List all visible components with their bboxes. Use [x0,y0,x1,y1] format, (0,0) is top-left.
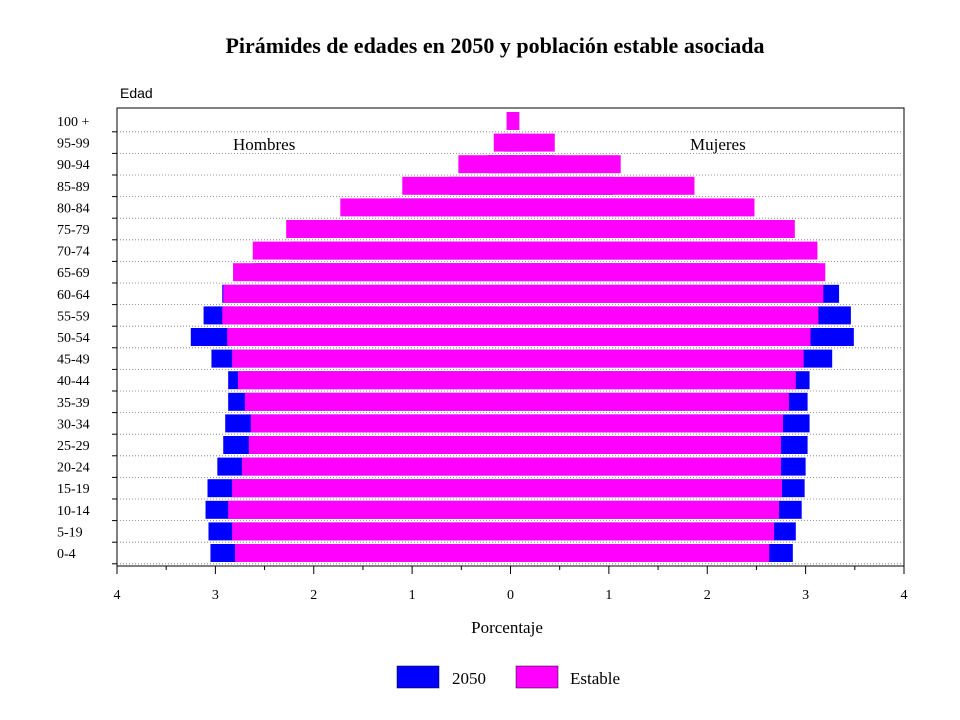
bar-men-estable [232,522,511,541]
bar-men-estable [232,479,511,498]
legend-swatch-2050 [396,665,440,689]
age-label: 55-59 [57,309,90,324]
age-label: 40-44 [57,374,90,389]
bar-men-estable [241,457,511,476]
legend-swatch-estable [515,665,559,689]
age-label: 5-19 [57,525,83,540]
x-axis: 4 3 2 1 0 1 2 3 4 [114,566,908,603]
x-tick-label: 3 [212,588,219,603]
age-label: 90-94 [57,158,90,173]
bar-women-estable [510,176,695,195]
bar-men-estable [402,176,511,195]
age-label: 60-64 [57,288,90,303]
x-tick-label: 1 [605,588,612,603]
bar-women-estable [510,392,789,411]
bar-women-estable [510,414,783,433]
age-label: 0-4 [57,547,76,562]
legend: 2050 Estable [396,665,620,689]
bar-men-estable [228,500,511,519]
bar-men-estable [286,220,511,238]
x-tick-label: 4 [114,588,121,603]
bar-women-estable [510,544,770,562]
bar-men-estable [232,349,511,368]
y-axis-title: Edad [120,85,153,101]
x-tick-label: 2 [704,588,711,603]
age-label: 85-89 [57,180,90,195]
bar-women-estable [510,349,804,368]
chart-title: Pirámides de edades en 2050 y población … [225,33,765,58]
x-tick-label: 4 [901,588,908,603]
bar-men-estable [233,263,511,282]
bar-women-estable [510,479,783,498]
bar-men-estable [244,392,511,411]
bar-men-estable [238,371,511,390]
legend-label-estable: Estable [570,669,620,688]
bar-women-estable [510,328,811,346]
bar-women-estable [510,198,755,217]
bar-men-estable [223,284,511,303]
bar-women-estable [510,306,819,325]
bar-men-estable [250,414,511,433]
men-side-label: Hombres [233,135,295,154]
x-tick-label: 3 [802,588,809,603]
age-label: 65-69 [57,266,90,281]
age-label: 30-34 [57,417,90,432]
bar-women-estable [510,436,782,454]
bar-women-estable [510,220,795,238]
women-side-label: Mujeres [690,135,746,154]
age-label: 100 + [57,115,90,130]
age-label: 45-49 [57,353,90,368]
age-label: 80-84 [57,201,90,216]
age-label: 95-99 [57,137,90,152]
bar-women-estable [510,284,824,303]
x-tick-label: 2 [310,588,317,603]
age-label: 70-74 [57,245,90,260]
grid-lines [117,131,904,565]
bar-men-estable [506,112,511,130]
x-tick-label: 0 [507,588,514,603]
bar-men-estable [458,155,511,174]
age-label: 15-19 [57,482,90,497]
bar-women-estable [510,133,555,152]
age-label: 35-39 [57,396,90,411]
age-label: 50-54 [57,331,90,346]
bar-women-estable [510,457,782,476]
bar-women-estable [510,522,775,541]
bar-women-estable [510,500,780,519]
age-label: 25-29 [57,439,90,454]
bar-women-estable [510,155,621,174]
bar-men-estable [248,436,511,454]
age-label: 75-79 [57,223,90,238]
bar-women-estable [510,241,818,260]
bar-men-estable [493,133,511,152]
bar-men-estable [227,328,511,346]
legend-label-2050: 2050 [452,669,486,688]
bar-men-estable [222,306,511,325]
bar-men-estable [252,241,511,260]
bars [190,112,854,562]
age-label: 20-24 [57,461,90,476]
y-axis-labels: 0-4 5-19 10-14 15-19 20-24 25-29 30-34 35-39 40-… [57,115,117,565]
bar-women-estable [510,371,796,390]
bar-men-estable [340,198,511,217]
age-label: 10-14 [57,504,90,519]
x-tick-label: 1 [409,588,416,603]
bar-women-estable [510,263,826,282]
x-axis-title: Porcentaje [471,618,543,637]
bar-women-estable [510,112,520,130]
bar-men-estable [235,544,511,562]
